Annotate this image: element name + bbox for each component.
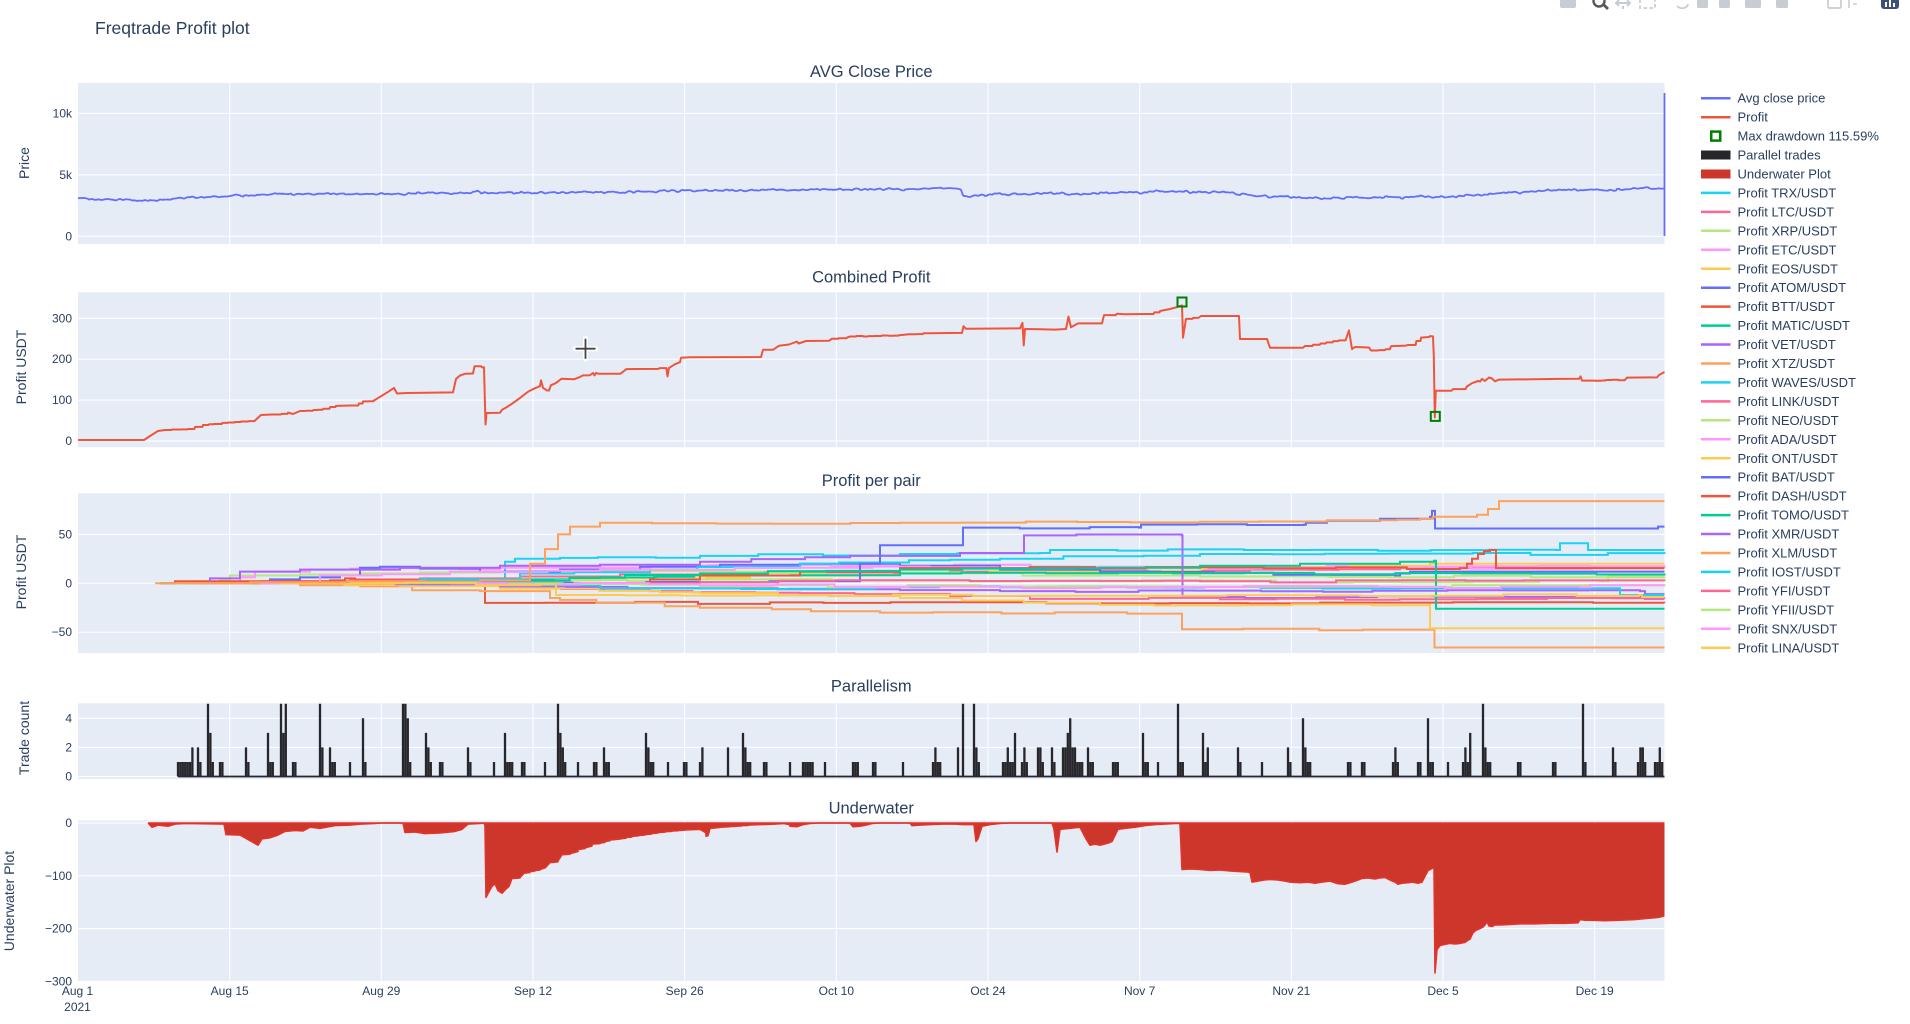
svg-text:Aug 15: Aug 15	[211, 984, 249, 998]
svg-text:2021: 2021	[64, 1000, 91, 1014]
svg-text:Profit LTC/USDT: Profit LTC/USDT	[1738, 204, 1835, 219]
svg-text:Profit LINK/USDT: Profit LINK/USDT	[1738, 394, 1840, 409]
svg-text:Price: Price	[16, 147, 32, 179]
svg-text:Aug 1: Aug 1	[62, 984, 94, 998]
svg-text:200: 200	[52, 352, 72, 366]
svg-text:Oct 24: Oct 24	[970, 984, 1006, 998]
svg-text:0: 0	[65, 229, 72, 243]
svg-text:Dec 5: Dec 5	[1427, 984, 1459, 998]
svg-text:Combined Profit: Combined Profit	[812, 269, 931, 287]
svg-text:Sep 12: Sep 12	[514, 984, 552, 998]
svg-text:100: 100	[52, 393, 72, 407]
svg-text:Profit SNX/USDT: Profit SNX/USDT	[1738, 621, 1838, 636]
svg-text:Profit IOST/USDT: Profit IOST/USDT	[1738, 564, 1841, 579]
svg-text:Profit DASH/USDT: Profit DASH/USDT	[1738, 489, 1847, 504]
svg-text:0: 0	[65, 770, 72, 784]
svg-text:Profit USDT: Profit USDT	[13, 329, 29, 404]
svg-text:Profit MATIC/USDT: Profit MATIC/USDT	[1738, 318, 1850, 333]
svg-text:Profit: Profit	[1738, 110, 1769, 125]
svg-text:Profit ADA/USDT: Profit ADA/USDT	[1738, 432, 1837, 447]
svg-text:Trade count: Trade count	[16, 701, 32, 775]
svg-text:−200: −200	[45, 922, 72, 936]
svg-text:Profit EOS/USDT: Profit EOS/USDT	[1738, 261, 1838, 276]
svg-text:Profit YFI/USDT: Profit YFI/USDT	[1738, 583, 1831, 598]
svg-text:Profit XTZ/USDT: Profit XTZ/USDT	[1738, 356, 1836, 371]
svg-text:Dec 19: Dec 19	[1576, 984, 1614, 998]
svg-text:Nov 7: Nov 7	[1124, 984, 1156, 998]
svg-text:AVG Close Price: AVG Close Price	[810, 63, 933, 81]
svg-text:Parallelism: Parallelism	[831, 678, 912, 696]
svg-text:0: 0	[65, 434, 72, 448]
svg-text:300: 300	[52, 311, 72, 325]
svg-text:Underwater: Underwater	[829, 800, 915, 818]
svg-text:Max drawdown 115.59%: Max drawdown 115.59%	[1738, 129, 1880, 144]
svg-text:Profit YFII/USDT: Profit YFII/USDT	[1738, 602, 1835, 617]
svg-text:−300: −300	[45, 974, 72, 988]
svg-text:5k: 5k	[59, 168, 73, 182]
svg-text:Profit ETC/USDT: Profit ETC/USDT	[1738, 242, 1837, 257]
svg-text:Profit TOMO/USDT: Profit TOMO/USDT	[1738, 508, 1850, 523]
svg-text:4: 4	[65, 711, 72, 725]
svg-text:Profit XRP/USDT: Profit XRP/USDT	[1738, 223, 1838, 238]
svg-text:Aug 29: Aug 29	[362, 984, 400, 998]
svg-text:Profit NEO/USDT: Profit NEO/USDT	[1738, 413, 1839, 428]
svg-text:0: 0	[65, 816, 72, 830]
svg-text:Avg close price: Avg close price	[1738, 91, 1826, 106]
svg-text:Oct 10: Oct 10	[819, 984, 855, 998]
svg-text:2: 2	[65, 740, 72, 754]
svg-text:Profit ONT/USDT: Profit ONT/USDT	[1738, 451, 1838, 466]
svg-text:50: 50	[59, 527, 73, 541]
svg-text:Parallel trades: Parallel trades	[1738, 148, 1822, 163]
svg-text:Underwater Plot: Underwater Plot	[1738, 167, 1832, 182]
svg-text:Profit VET/USDT: Profit VET/USDT	[1738, 337, 1836, 352]
svg-text:Freqtrade Profit plot: Freqtrade Profit plot	[95, 18, 250, 38]
svg-text:10k: 10k	[53, 106, 73, 120]
svg-text:Underwater Plot: Underwater Plot	[1, 851, 17, 951]
svg-text:Profit WAVES/USDT: Profit WAVES/USDT	[1738, 375, 1857, 390]
svg-text:Profit ATOM/USDT: Profit ATOM/USDT	[1738, 280, 1847, 295]
svg-text:Profit LINA/USDT: Profit LINA/USDT	[1738, 640, 1840, 655]
svg-text:Nov 21: Nov 21	[1272, 984, 1310, 998]
svg-text:Profit BTT/USDT: Profit BTT/USDT	[1738, 299, 1836, 314]
svg-text:Profit XMR/USDT: Profit XMR/USDT	[1738, 527, 1840, 542]
svg-text:0: 0	[65, 576, 72, 590]
svg-text:Sep 26: Sep 26	[666, 984, 704, 998]
svg-text:−100: −100	[45, 869, 72, 883]
svg-text:Profit TRX/USDT: Profit TRX/USDT	[1738, 185, 1837, 200]
svg-text:Profit per pair: Profit per pair	[822, 472, 922, 490]
svg-text:−50: −50	[52, 625, 73, 639]
svg-text:Profit XLM/USDT: Profit XLM/USDT	[1738, 546, 1838, 561]
svg-text:Profit USDT: Profit USDT	[13, 534, 29, 609]
svg-text:Profit BAT/USDT: Profit BAT/USDT	[1738, 470, 1835, 485]
